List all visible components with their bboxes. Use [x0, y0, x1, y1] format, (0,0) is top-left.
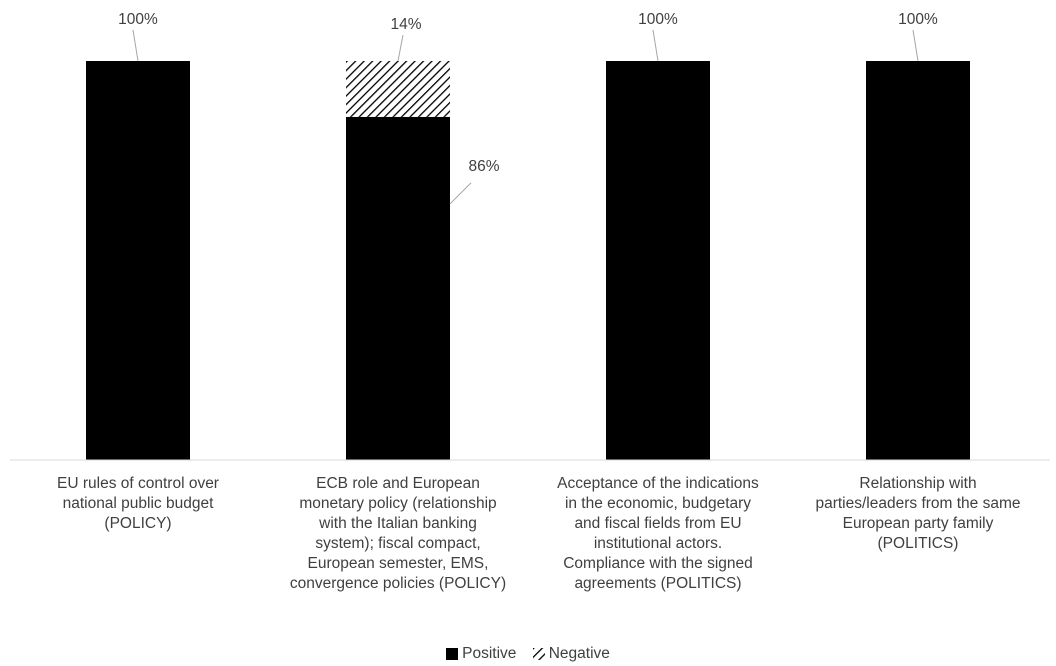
x-tick-label-3-line-3: and fiscal fields from EU — [574, 515, 742, 532]
data-label-positive-2: 86% — [468, 158, 499, 175]
x-tick-label-4: Relationship with parties/leaders from th… — [793, 474, 1043, 554]
bar-positive-1 — [86, 61, 190, 460]
x-tick-label-1: EU rules of control over national public … — [13, 474, 263, 534]
x-tick-label-2-line-5: European semester, EMS, — [307, 555, 489, 572]
x-tick-label-3-line-1: Acceptance of the indications — [557, 475, 759, 492]
data-label-positive-3-leader-line — [652, 29, 659, 62]
legend-label-positive: Positive — [462, 645, 517, 662]
data-label-positive-4-leader-line — [912, 29, 919, 62]
x-tick-label-3-line-2: in the economic, budgetary — [564, 495, 752, 512]
legend-swatch-negative — [532, 648, 545, 660]
x-tick-label-3-line-5: Compliance with the signed — [563, 555, 753, 572]
legend-swatch-positive — [446, 648, 459, 660]
data-label-positive-1-leader-line — [132, 29, 139, 62]
bar-negative-2 — [346, 61, 450, 117]
x-tick-label-3: Acceptance of the indications in the econ… — [533, 474, 783, 594]
bar-positive-3 — [606, 61, 710, 460]
data-label-positive-3: 100% — [638, 11, 678, 28]
x-tick-label-2-line-2: monetary policy (relationship — [299, 495, 497, 512]
x-tick-label-3-line-6: agreements (POLITICS) — [574, 575, 742, 592]
data-label-negative-2: 14% — [390, 16, 421, 33]
x-tick-label-1-line-1: EU rules of control over — [57, 475, 219, 492]
data-label-positive-2-leader-line — [449, 182, 472, 205]
x-tick-label-3-line-4: institutional actors. — [593, 535, 723, 552]
legend: Positive Negative — [0, 645, 1056, 665]
x-tick-label-4-line-4: (POLITICS) — [877, 535, 959, 552]
x-tick-label-2-line-4: system); fiscal compact, — [315, 535, 481, 552]
legend-label-negative: Negative — [548, 645, 610, 662]
bar-positive-2 — [346, 116, 450, 461]
x-tick-label-2: ECB role and European monetary policy (re… — [273, 474, 523, 594]
x-tick-label-2-line-6: convergence policies (POLICY) — [289, 575, 507, 592]
x-tick-label-1-line-2: national public budget — [62, 495, 214, 512]
x-tick-label-2-line-1: ECB role and European — [316, 475, 480, 492]
bar-positive-4 — [866, 61, 970, 460]
x-tick-label-1-line-3: (POLICY) — [104, 515, 172, 532]
legend-item-negative: Negative — [532, 645, 610, 663]
legend-item-positive: Positive — [446, 645, 516, 663]
x-tick-label-2-line-3: with the Italian banking — [319, 515, 477, 532]
x-tick-label-4-line-2: parties/leaders from the same — [815, 495, 1021, 512]
stacked-bar-chart: 100% 86% 14% 100% 100% — [10, 11, 1050, 461]
data-label-positive-1: 100% — [118, 11, 158, 28]
data-label-negative-2-leader-line — [397, 34, 404, 62]
x-tick-label-4-line-1: Relationship with — [859, 475, 977, 492]
data-label-positive-4: 100% — [898, 11, 938, 28]
x-tick-label-4-line-3: European party family — [842, 515, 994, 532]
